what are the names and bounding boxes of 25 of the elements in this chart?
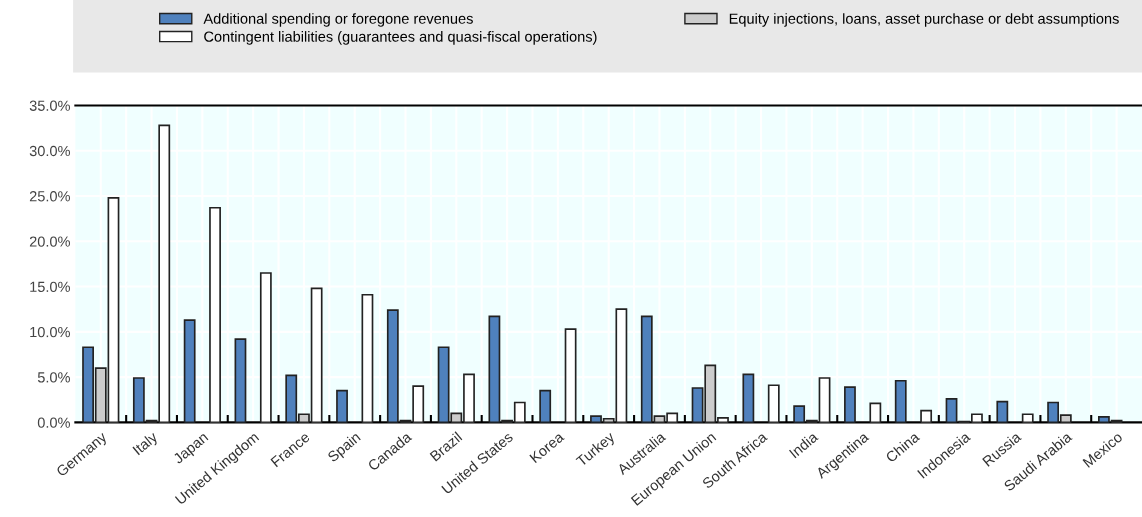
bar — [996, 400, 1009, 423]
y-tick-label: 5.0% — [37, 372, 70, 383]
legend-label: Equity injections, loans, asset purchase or debt assumptions — [729, 13, 1119, 27]
bar — [869, 402, 882, 423]
y-tick-label: 0.0% — [37, 417, 70, 428]
bar — [336, 389, 348, 423]
legend-label: Additional spending or foregone revenues — [203, 13, 473, 27]
bar — [183, 319, 196, 423]
bar — [1021, 413, 1034, 423]
bar — [767, 384, 780, 423]
bar — [920, 409, 933, 423]
y-tick-label: 20.0% — [29, 236, 70, 247]
y-tick-label: 25.0% — [29, 191, 70, 202]
bar — [234, 338, 247, 423]
bar — [894, 379, 907, 423]
y-tick-label: 30.0% — [29, 145, 70, 157]
bar — [539, 389, 552, 423]
y-tick-label: 15.0% — [30, 281, 70, 292]
y-tick-label: 35.0% — [29, 100, 70, 111]
legend-label: Contingent liabilities (guarantees and quasi-fiscal operations) — [204, 31, 597, 45]
y-tick-label: 10.0% — [30, 326, 70, 338]
x-tick-label: Italy — [132, 430, 161, 458]
bar — [742, 373, 755, 423]
bar — [844, 386, 856, 423]
x-tick-label: India — [788, 430, 819, 459]
